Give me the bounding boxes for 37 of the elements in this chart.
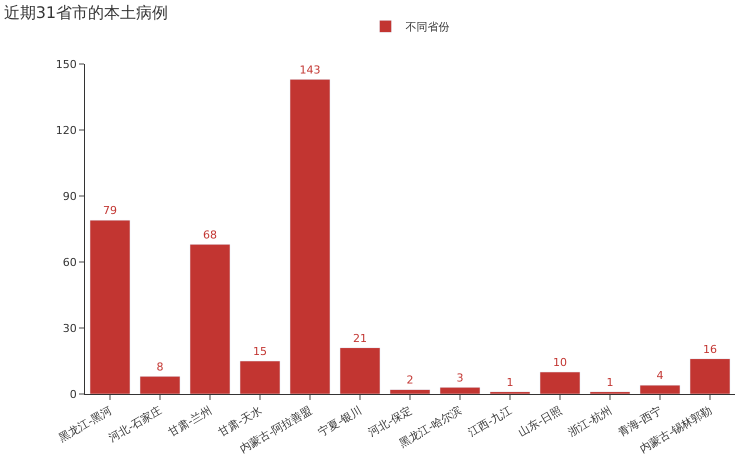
data-label: 143 — [300, 63, 320, 76]
bar — [140, 376, 180, 394]
bar — [90, 220, 130, 394]
x-tick-label: 宁夏-银川 — [316, 404, 364, 440]
x-tick-label: 甘肃-兰州 — [166, 404, 214, 440]
x-tick-label: 江西-九江 — [466, 404, 514, 440]
bar — [640, 384, 680, 394]
bar — [390, 389, 430, 394]
data-label: 79 — [103, 204, 117, 218]
y-tick-label: 60 — [62, 256, 77, 269]
bar — [540, 372, 580, 394]
data-label: 4 — [656, 369, 664, 382]
data-label: 2 — [406, 374, 414, 387]
x-tick-label: 浙江-杭州 — [566, 404, 614, 440]
x-tick-label: 山东-日照 — [516, 404, 564, 440]
legend-label: 不同省份 — [406, 20, 450, 34]
bar — [440, 387, 480, 394]
data-label: 16 — [703, 342, 717, 356]
data-label: 1 — [506, 376, 514, 389]
y-tick-label: 150 — [56, 58, 77, 71]
bar — [240, 360, 280, 394]
data-label: 15 — [253, 345, 267, 358]
data-label: 10 — [553, 356, 567, 369]
y-tick-label: 120 — [56, 124, 77, 137]
data-label: 1 — [606, 376, 614, 389]
bar — [340, 348, 380, 394]
bar — [190, 244, 230, 394]
y-tick-label: 30 — [62, 322, 77, 335]
data-label: 68 — [203, 228, 217, 242]
bar — [690, 358, 730, 394]
y-tick-label: 0 — [70, 388, 77, 401]
data-label: 21 — [353, 332, 367, 345]
data-label: 3 — [456, 371, 464, 384]
bar — [290, 79, 330, 394]
y-tick-label: 90 — [62, 190, 77, 203]
chart-title: 近期31省市的本土病例 — [4, 3, 168, 22]
data-label: 8 — [156, 360, 164, 374]
